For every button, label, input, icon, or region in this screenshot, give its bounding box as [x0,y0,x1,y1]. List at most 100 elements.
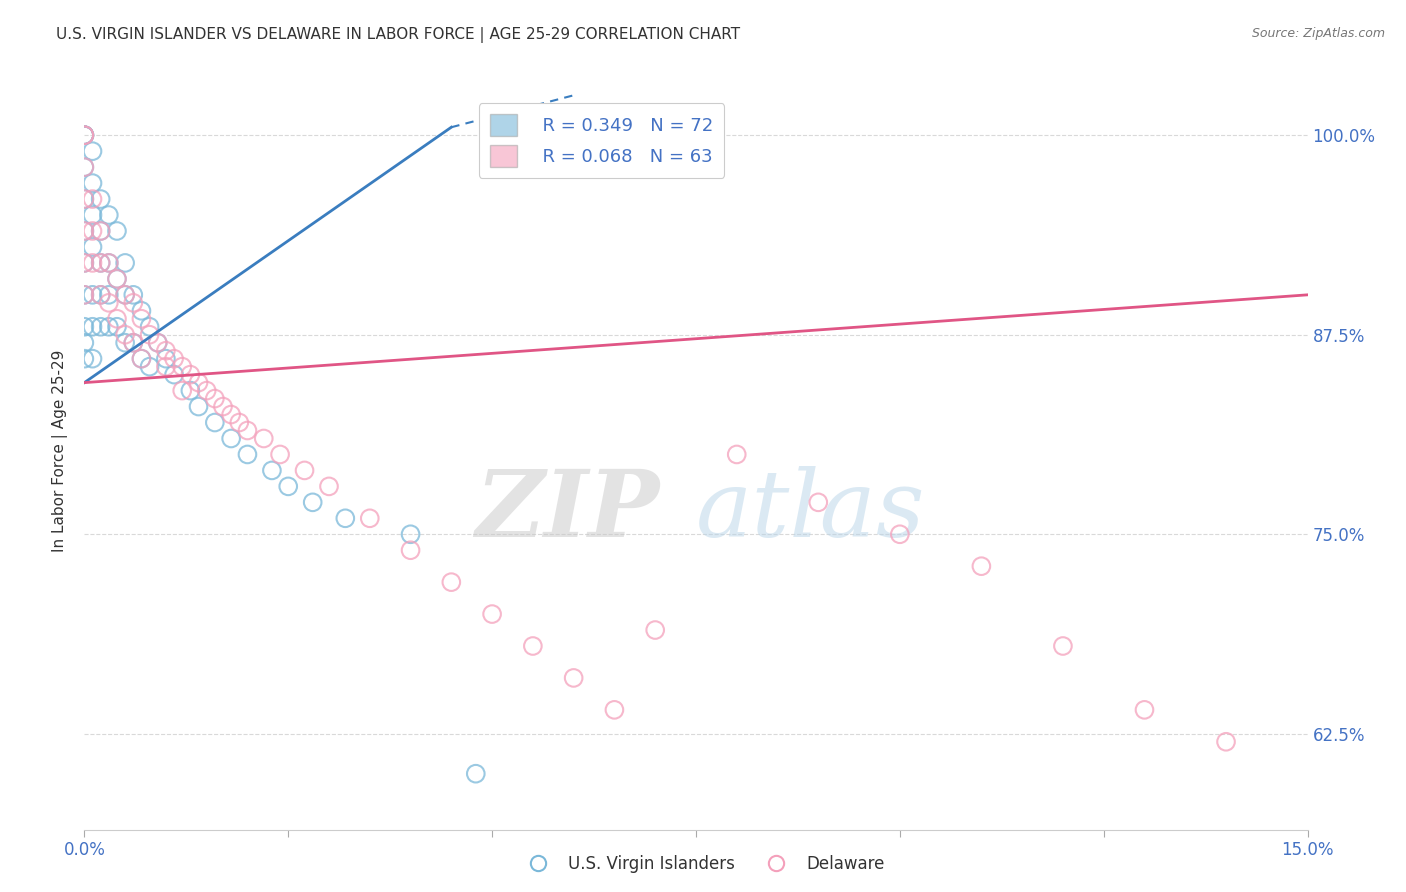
Point [90,224,112,238]
Point [97,319,120,334]
Point [644,623,666,637]
Point [114,327,136,342]
Point [155,351,177,366]
Point [73,128,96,143]
Point [155,359,177,374]
Point [204,416,226,430]
Point [131,351,153,366]
Point [73,128,96,143]
Point [187,400,209,414]
Point [73,256,96,270]
Point [82,319,104,334]
Point [105,272,128,286]
Point [219,432,242,446]
Point [399,543,422,558]
Point [138,319,160,334]
Point [1052,639,1074,653]
Point [131,311,153,326]
Point [131,351,153,366]
Text: atlas: atlas [696,467,925,556]
Point [97,288,120,302]
Point [889,527,911,541]
Point [82,351,104,366]
Point [204,392,226,406]
Point [131,303,153,318]
Point [73,192,96,206]
Point [73,288,96,302]
Point [146,335,169,350]
Point [146,335,169,350]
Point [301,495,323,509]
Point [236,447,259,461]
Point [481,607,503,621]
Point [90,256,112,270]
Legend:   R = 0.349   N = 72,   R = 0.068   N = 63: R = 0.349 N = 72, R = 0.068 N = 63 [478,103,724,178]
Point [97,256,120,270]
Legend: U.S. Virgin Islanders, Delaware: U.S. Virgin Islanders, Delaware [515,848,891,880]
Point [82,176,104,190]
Point [122,288,145,302]
Point [122,295,145,310]
Point [97,295,120,310]
Point [179,368,201,382]
Point [562,671,585,685]
Point [97,208,120,222]
Point [73,288,96,302]
Point [155,343,177,358]
Point [138,359,160,374]
Point [90,256,112,270]
Point [90,192,112,206]
Point [97,256,120,270]
Point [807,495,830,509]
Point [179,384,201,398]
Point [522,639,544,653]
Point [260,463,283,477]
Point [318,479,340,493]
Point [464,766,486,780]
Point [114,256,136,270]
Point [73,319,96,334]
Point [172,384,194,398]
Point [82,288,104,302]
Point [82,192,104,206]
Point [399,527,422,541]
Point [122,335,145,350]
Point [122,335,145,350]
Point [82,144,104,158]
Point [114,288,136,302]
Point [90,288,112,302]
Point [73,224,96,238]
Point [253,432,276,446]
Point [603,703,626,717]
Point [105,272,128,286]
Point [90,288,112,302]
Point [1215,735,1237,749]
Text: ZIP: ZIP [475,467,659,556]
Point [73,256,96,270]
Y-axis label: In Labor Force | Age 25-29: In Labor Force | Age 25-29 [52,350,69,551]
Point [277,479,299,493]
Point [105,224,128,238]
Point [172,359,194,374]
Point [212,400,235,414]
Point [73,128,96,143]
Point [114,288,136,302]
Point [163,351,186,366]
Point [90,319,112,334]
Point [359,511,381,525]
Point [269,447,291,461]
Point [73,128,96,143]
Point [105,311,128,326]
Point [73,160,96,174]
Point [219,408,242,422]
Point [73,128,96,143]
Point [90,224,112,238]
Point [195,384,218,398]
Point [163,368,186,382]
Point [335,511,357,525]
Point [105,319,128,334]
Point [73,128,96,143]
Point [82,256,104,270]
Point [236,424,259,438]
Point [294,463,316,477]
